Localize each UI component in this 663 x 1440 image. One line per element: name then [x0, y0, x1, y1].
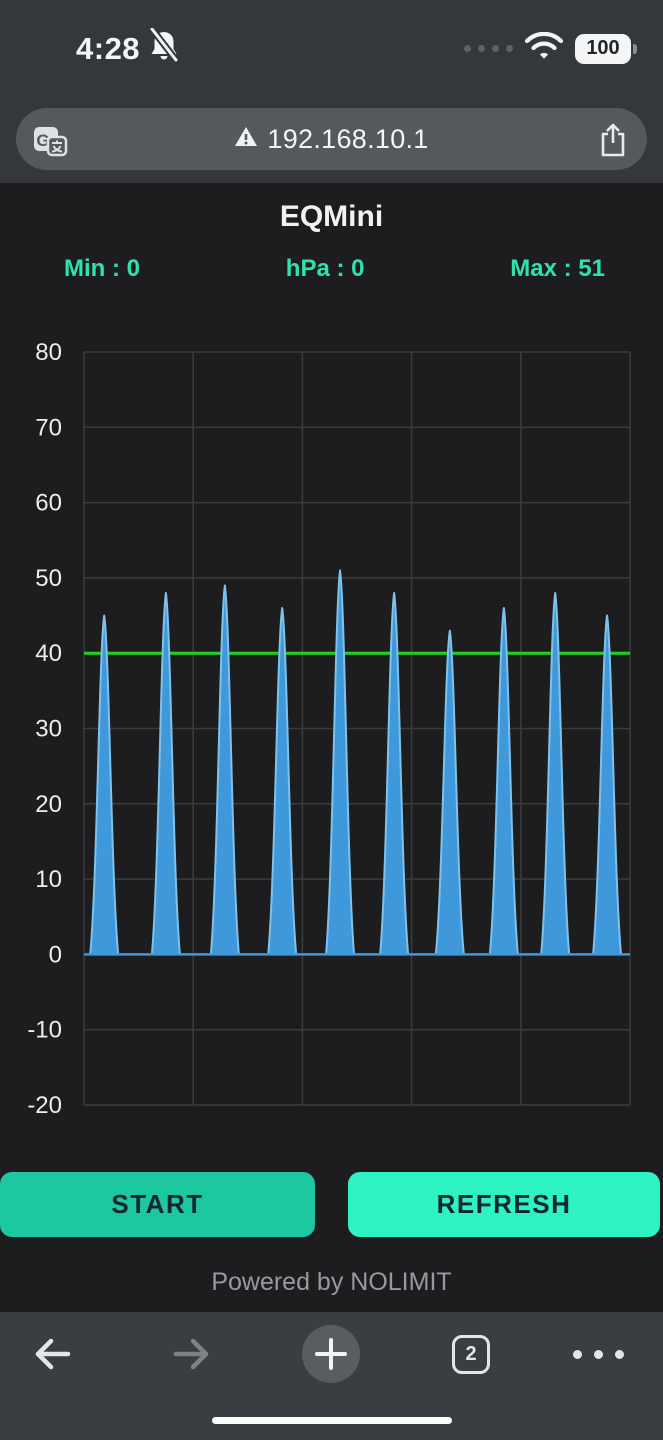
y-tick-label: 40 [35, 640, 62, 667]
back-button[interactable] [30, 1325, 74, 1383]
powered-by-text: Powered by NOLIMIT [211, 1268, 452, 1296]
url-text: 192.168.10.1 [267, 123, 429, 154]
insecure-warning-icon [234, 126, 258, 153]
pressure-series [89, 569, 623, 956]
y-tick-label: -10 [27, 1017, 62, 1044]
browser-toolbar: 2 [0, 1312, 663, 1440]
y-tick-label: 60 [35, 490, 62, 517]
page-title: EQMini [279, 200, 384, 233]
button-row: START REFRESH [0, 1172, 663, 1237]
y-tick-label: 30 [35, 716, 62, 743]
stat-min: Min : 0 [64, 255, 140, 282]
address-field[interactable]: 192.168.10.1 [16, 124, 647, 155]
stat-hpa: hPa : 0 [285, 255, 365, 282]
stat-max: Max : 51 [510, 255, 605, 282]
new-tab-button[interactable] [302, 1325, 360, 1383]
cellular-signal-icon [464, 45, 513, 52]
pressure-chart: 80 70 60 50 40 30 20 10 0 -10 -20 [27, 339, 631, 1119]
battery-percent: 100 [586, 37, 620, 59]
battery-icon: 100 [575, 33, 637, 64]
svg-text:G: G [36, 131, 49, 150]
refresh-button[interactable]: REFRESH [348, 1172, 660, 1237]
clock-time: 4:28 [76, 30, 141, 66]
y-tick-label: 10 [35, 866, 62, 893]
wifi-icon [524, 31, 564, 65]
start-button[interactable]: START [0, 1172, 315, 1237]
y-tick-label: -20 [27, 1092, 62, 1119]
share-icon[interactable] [599, 122, 627, 163]
stats-row: Min : 0 hPa : 0 Max : 51 [0, 255, 663, 283]
status-left: 4:28 [76, 26, 180, 69]
y-tick-label: 20 [35, 791, 62, 818]
notifications-muted-icon [148, 26, 180, 69]
home-indicator[interactable] [212, 1417, 452, 1424]
browser-top-chrome: 4:28 [0, 0, 663, 183]
tab-switcher-button[interactable]: 2 [452, 1325, 490, 1383]
status-bar: 4:28 [0, 26, 663, 78]
status-right: 100 [464, 31, 637, 65]
more-menu-button[interactable] [572, 1325, 624, 1383]
y-tick-label: 0 [49, 941, 62, 968]
y-tick-label: 70 [35, 414, 62, 441]
y-tick-label: 50 [35, 565, 62, 592]
webpage-content: EQMini Min : 0 hPa : 0 Max : 51 80 70 60 50… [0, 183, 663, 1312]
url-bar[interactable]: G 192.168.10.1 [16, 108, 647, 170]
translate-icon[interactable]: G [32, 122, 68, 163]
forward-button[interactable] [170, 1325, 214, 1383]
y-tick-label: 80 [35, 339, 62, 366]
tab-count-badge: 2 [452, 1334, 490, 1374]
